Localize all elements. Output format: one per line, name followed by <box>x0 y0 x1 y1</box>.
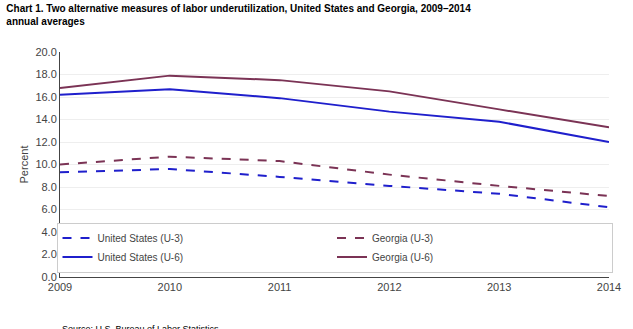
svg-text:0.0: 0.0 <box>42 271 57 283</box>
svg-text:12.0: 12.0 <box>35 136 56 148</box>
svg-text:2009: 2009 <box>48 281 72 293</box>
svg-text:2.0: 2.0 <box>42 248 57 260</box>
svg-text:8.0: 8.0 <box>42 181 57 193</box>
svg-text:Georgia (U-3): Georgia (U-3) <box>372 233 433 244</box>
svg-text:14.0: 14.0 <box>35 113 56 125</box>
svg-text:16.0: 16.0 <box>35 91 56 103</box>
svg-text:6.0: 6.0 <box>42 203 57 215</box>
svg-text:United States (U-6): United States (U-6) <box>98 252 184 263</box>
svg-text:2010: 2010 <box>158 281 182 293</box>
svg-text:2012: 2012 <box>377 281 401 293</box>
svg-text:2014: 2014 <box>597 281 621 293</box>
svg-text:Source: U.S. Bureau of Labor S: Source: U.S. Bureau of Labor Statistics. <box>62 324 221 329</box>
svg-text:2013: 2013 <box>487 281 511 293</box>
svg-text:Chart 1. Two alternative measu: Chart 1. Two alternative measures of lab… <box>6 3 471 27</box>
svg-text:4.0: 4.0 <box>42 226 57 238</box>
svg-text:20.0: 20.0 <box>35 46 56 58</box>
svg-text:United States (U-3): United States (U-3) <box>98 233 184 244</box>
svg-text:2011: 2011 <box>268 281 292 293</box>
svg-text:Georgia (U-6): Georgia (U-6) <box>372 252 433 263</box>
svg-text:18.0: 18.0 <box>35 68 56 80</box>
svg-text:Percent: Percent <box>18 146 30 184</box>
svg-text:10.0: 10.0 <box>35 158 56 170</box>
